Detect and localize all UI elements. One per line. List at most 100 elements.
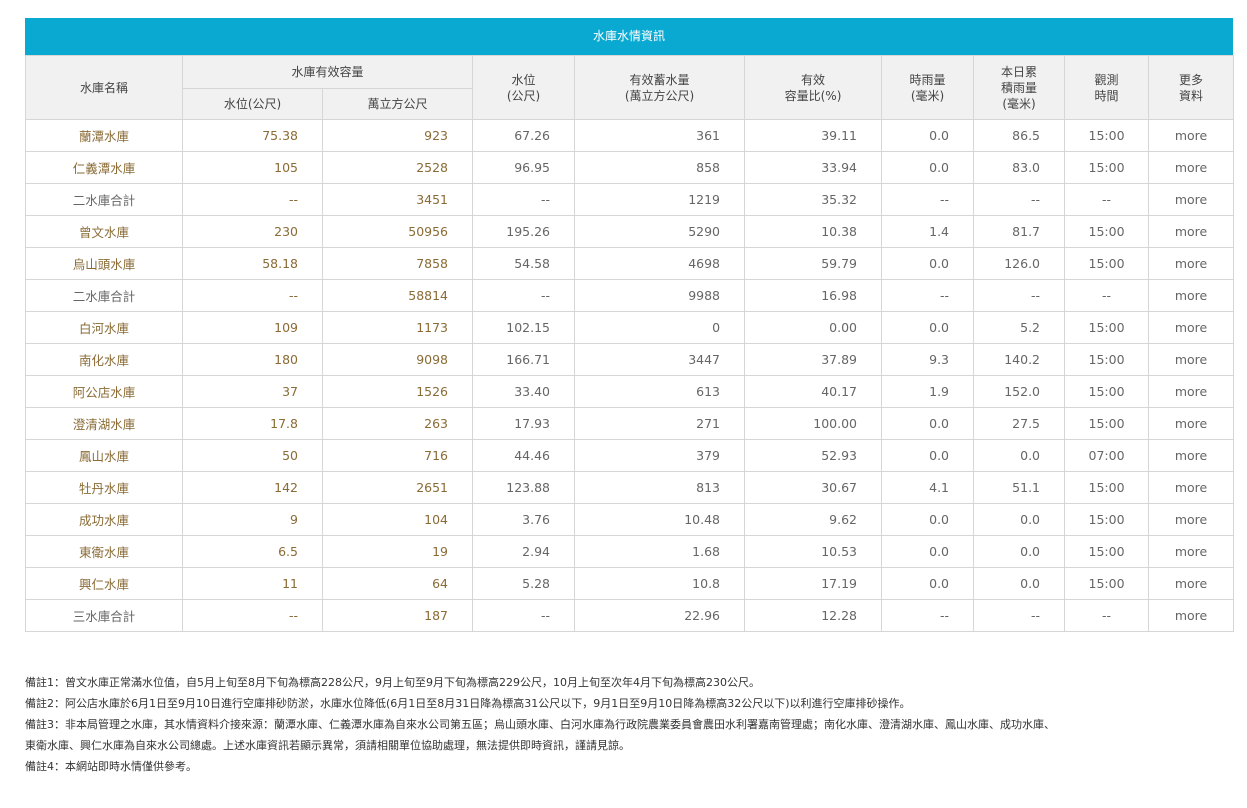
more-link[interactable]: more [1148,215,1235,248]
reservoir-name[interactable]: 曾文水庫 [25,215,183,248]
table-row: 烏山頭水庫 58.18 7858 54.58 4698 59.79 0.0 126.0 15:0… [25,247,1235,280]
cell-hourly-rain: 0.0 [881,119,975,152]
cell-level: 102.15 [472,311,576,344]
more-link[interactable]: more [1148,119,1235,152]
more-link[interactable]: more [1148,279,1235,312]
more-link[interactable]: more [1148,247,1235,280]
more-link[interactable]: more [1148,151,1235,184]
cell-time: 15:00 [1064,311,1150,344]
header-cap-level: 水位(公尺) [182,88,323,120]
reservoir-name[interactable]: 蘭潭水庫 [25,119,183,152]
cell-level: 3.76 [472,503,576,536]
cell-level: 17.93 [472,407,576,440]
cell-daily-rain: 0.0 [973,535,1066,568]
cell-cap-volume: 2651 [321,471,474,504]
reservoir-name[interactable]: 阿公店水庫 [25,375,183,408]
footnote-line: 東衛水庫、興仁水庫為自來水公司總處。上述水庫資訊若顯示異常，須請相關單位協助處理… [25,739,630,752]
table-body: 蘭潭水庫 75.38 923 67.26 361 39.11 0.0 86.5 15:00 mor… [25,119,1235,632]
reservoir-table: 水庫名稱 水庫有效容量 水位 (公尺) 有效蓄水量 (萬立方公尺) 有效 容量比(%)… [25,55,1235,632]
cell-hourly-rain: 1.4 [881,215,975,248]
cell-ratio: 30.67 [744,471,883,504]
cell-hourly-rain: 0.0 [881,535,975,568]
reservoir-panel: 水庫水情資訊 水庫名稱 水庫有效容量 水位 (公尺) 有效蓄水量 (萬立方公尺) 有… [25,18,1235,632]
cell-cap-level: 75.38 [182,119,323,152]
cell-cap-volume: 2528 [321,151,474,184]
more-link[interactable]: more [1148,183,1235,216]
cell-ratio: 12.28 [744,599,883,632]
reservoir-name[interactable]: 南化水庫 [25,343,183,376]
cell-cap-level: -- [182,279,323,312]
footnote-line: 備註2：阿公店水庫於6月1日至9月10日進行空庫排砂防淤，水庫水位降低(6月1日… [25,697,911,710]
cell-cap-volume: 716 [321,439,474,472]
cell-cap-level: 142 [182,471,323,504]
cell-level: 96.95 [472,151,576,184]
cell-level: -- [472,183,576,216]
header-name: 水庫名稱 [25,55,183,120]
more-link[interactable]: more [1148,567,1235,600]
more-link[interactable]: more [1148,343,1235,376]
cell-time: 15:00 [1064,215,1150,248]
more-link[interactable]: more [1148,503,1235,536]
cell-daily-rain: 81.7 [973,215,1066,248]
cell-cap-volume: 64 [321,567,474,600]
cell-time: -- [1064,183,1150,216]
reservoir-name[interactable]: 鳳山水庫 [25,439,183,472]
cell-hourly-rain: 1.9 [881,375,975,408]
cell-daily-rain: 5.2 [973,311,1066,344]
cell-time: 15:00 [1064,567,1150,600]
cell-storage: 5290 [574,215,746,248]
reservoir-name[interactable]: 東衛水庫 [25,535,183,568]
cell-storage: 3447 [574,343,746,376]
header-hourly-rain: 時雨量 (毫米) [881,55,975,120]
table-row: 阿公店水庫 37 1526 33.40 613 40.17 1.9 152.0 15:00 mor… [25,375,1235,408]
cell-storage: 813 [574,471,746,504]
cell-cap-volume: 1526 [321,375,474,408]
reservoir-name[interactable]: 興仁水庫 [25,567,183,600]
table-row: 興仁水庫 11 64 5.28 10.8 17.19 0.0 0.0 15:00 more [25,567,1235,600]
cell-daily-rain: 27.5 [973,407,1066,440]
cell-daily-rain: 83.0 [973,151,1066,184]
footnote-line: 備註3：非本局管理之水庫，其水情資料介接來源：蘭潭水庫、仁義潭水庫為自來水公司第… [25,718,1055,731]
cell-daily-rain: 152.0 [973,375,1066,408]
header-capacity-group: 水庫有效容量 [181,55,474,89]
reservoir-name[interactable]: 澄清湖水庫 [25,407,183,440]
cell-cap-volume: 3451 [321,183,474,216]
cell-cap-level: 50 [182,439,323,472]
table-row: 牡丹水庫 142 2651 123.88 813 30.67 4.1 51.1 15:00 mor… [25,471,1235,504]
cell-storage: 271 [574,407,746,440]
cell-level: 123.88 [472,471,576,504]
more-link[interactable]: more [1148,535,1235,568]
cell-cap-volume: 1173 [321,311,474,344]
cell-cap-level: 11 [182,567,323,600]
cell-time: 07:00 [1064,439,1150,472]
reservoir-name[interactable]: 白河水庫 [25,311,183,344]
reservoir-name[interactable]: 牡丹水庫 [25,471,183,504]
more-link[interactable]: more [1148,439,1235,472]
table-row: 三水庫合計 -- 187 -- 22.96 12.28 -- -- -- more [25,599,1235,632]
more-link[interactable]: more [1148,375,1235,408]
cell-ratio: 9.62 [744,503,883,536]
reservoir-name[interactable]: 烏山頭水庫 [25,247,183,280]
reservoir-name[interactable]: 仁義潭水庫 [25,151,183,184]
cell-cap-level: 37 [182,375,323,408]
more-link[interactable]: more [1148,599,1235,632]
more-link[interactable]: more [1148,407,1235,440]
footnotes: 備註1：曾文水庫正常滿水位值，自5月上旬至8月下旬為標高228公尺，9月上旬至9… [25,672,1235,777]
cell-level: 44.46 [472,439,576,472]
more-link[interactable]: more [1148,311,1235,344]
cell-ratio: 39.11 [744,119,883,152]
reservoir-name: 二水庫合計 [25,279,183,312]
cell-level: 67.26 [472,119,576,152]
cell-time: -- [1064,599,1150,632]
table-row: 澄清湖水庫 17.8 263 17.93 271 100.00 0.0 27.5 15:00 mo… [25,407,1235,440]
cell-cap-level: 230 [182,215,323,248]
reservoir-name[interactable]: 成功水庫 [25,503,183,536]
cell-storage: 0 [574,311,746,344]
table-row: 二水庫合計 -- 3451 -- 1219 35.32 -- -- -- more [25,183,1235,216]
cell-level: -- [472,279,576,312]
cell-ratio: 100.00 [744,407,883,440]
more-link[interactable]: more [1148,471,1235,504]
table-row: 白河水庫 109 1173 102.15 0 0.00 0.0 5.2 15:00 more [25,311,1235,344]
cell-cap-volume: 50956 [321,215,474,248]
cell-level: 166.71 [472,343,576,376]
